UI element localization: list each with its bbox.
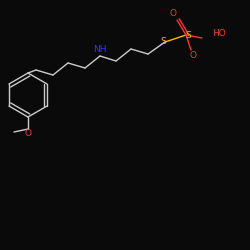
Text: NH: NH xyxy=(93,46,107,54)
Text: S: S xyxy=(185,30,191,40)
Text: O: O xyxy=(24,130,32,138)
Text: O: O xyxy=(190,52,196,60)
Text: S: S xyxy=(160,36,166,46)
Text: HO: HO xyxy=(212,30,226,38)
Text: O: O xyxy=(170,10,176,18)
